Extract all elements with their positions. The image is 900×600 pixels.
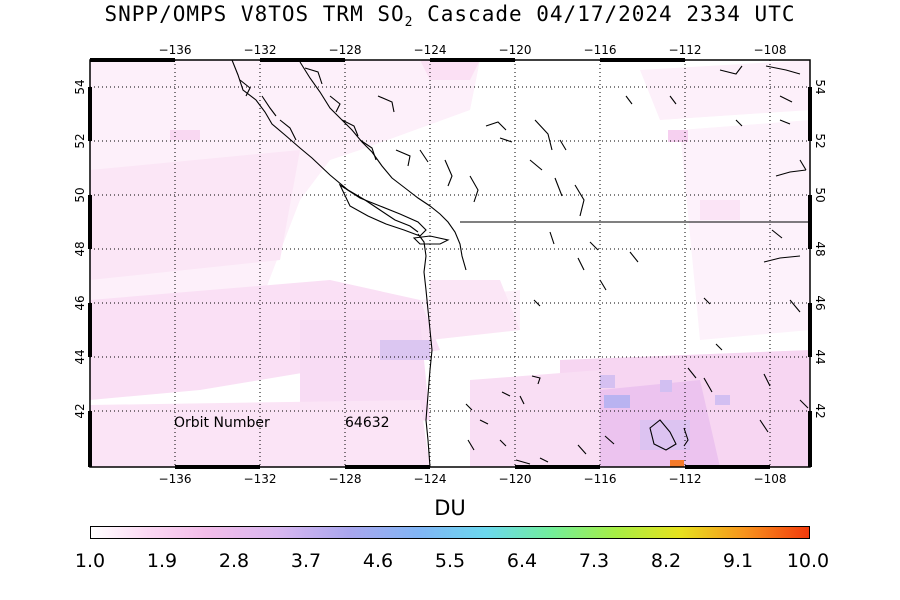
lon-label-top: −112 (669, 43, 702, 57)
lat-label-right: 48 (813, 241, 827, 256)
lon-label-bottom: −108 (754, 472, 787, 486)
colorbar-label: 10.0 (786, 550, 830, 572)
colorbar-label: 9.1 (722, 550, 754, 572)
lon-label-top: −128 (329, 43, 362, 57)
colorbar (90, 526, 810, 539)
lon-label-top: −132 (244, 43, 277, 57)
coastlines (231, 60, 809, 467)
colorbar-label: 8.2 (650, 550, 682, 572)
map-title: SNPP/OMPS V8TOS TRM SO2 Cascade 04/17/20… (104, 2, 796, 31)
lon-label-bottom: −120 (499, 472, 532, 486)
lon-label-top: −108 (754, 43, 787, 57)
orbit-number-value: 64632 (345, 415, 390, 431)
lat-label-left: 44 (73, 349, 87, 364)
graticule (90, 60, 810, 467)
lat-label-left: 54 (73, 79, 87, 94)
colorbar-label: 7.3 (578, 550, 610, 572)
lat-label-left: 46 (73, 295, 87, 310)
frame-ticks (88, 58, 812, 469)
colorbar-label: 5.5 (434, 550, 466, 572)
colorbar-label: 1.0 (74, 550, 106, 572)
lat-label-left: 48 (73, 241, 87, 256)
lat-label-right: 46 (813, 295, 827, 310)
colorbar-label: 3.7 (290, 550, 322, 572)
colorbar-unit: DU (434, 496, 466, 520)
lon-label-bottom: −112 (669, 472, 702, 486)
lat-label-right: 42 (813, 403, 827, 418)
lon-labels-top: −136 −132 −128 −124 −120 −116 −112 −108 (159, 43, 787, 57)
colorbar-label: 6.4 (506, 550, 538, 572)
lat-label-right: 52 (813, 133, 827, 148)
lon-label-top: −124 (414, 43, 447, 57)
colorbar-label: 1.9 (146, 550, 178, 572)
lon-label-bottom: −128 (329, 472, 362, 486)
lat-label-left: 42 (73, 403, 87, 418)
lat-label-right: 44 (813, 349, 827, 364)
lon-label-top: −116 (584, 43, 617, 57)
lon-labels-bottom: −136 −132 −128 −124 −120 −116 −112 −108 (159, 472, 787, 486)
lat-label-left: 52 (73, 133, 87, 148)
lon-label-bottom: −116 (584, 472, 617, 486)
lat-label-right: 54 (813, 79, 827, 94)
lat-labels-right: 42 44 46 48 50 52 54 (813, 79, 827, 418)
lat-label-left: 50 (73, 187, 87, 202)
orbit-number-label: Orbit Number (174, 415, 270, 431)
lon-label-bottom: −132 (244, 472, 277, 486)
lon-label-bottom: −136 (159, 472, 192, 486)
lon-label-top: −136 (159, 43, 192, 57)
colorbar-label: 4.6 (362, 550, 394, 572)
lon-label-bottom: −124 (414, 472, 447, 486)
lat-label-right: 50 (813, 187, 827, 202)
so2-swath (90, 60, 810, 467)
lon-label-top: −120 (499, 43, 532, 57)
lat-labels-left: 42 44 46 48 50 52 54 (73, 79, 87, 418)
colorbar-label: 2.8 (218, 550, 250, 572)
